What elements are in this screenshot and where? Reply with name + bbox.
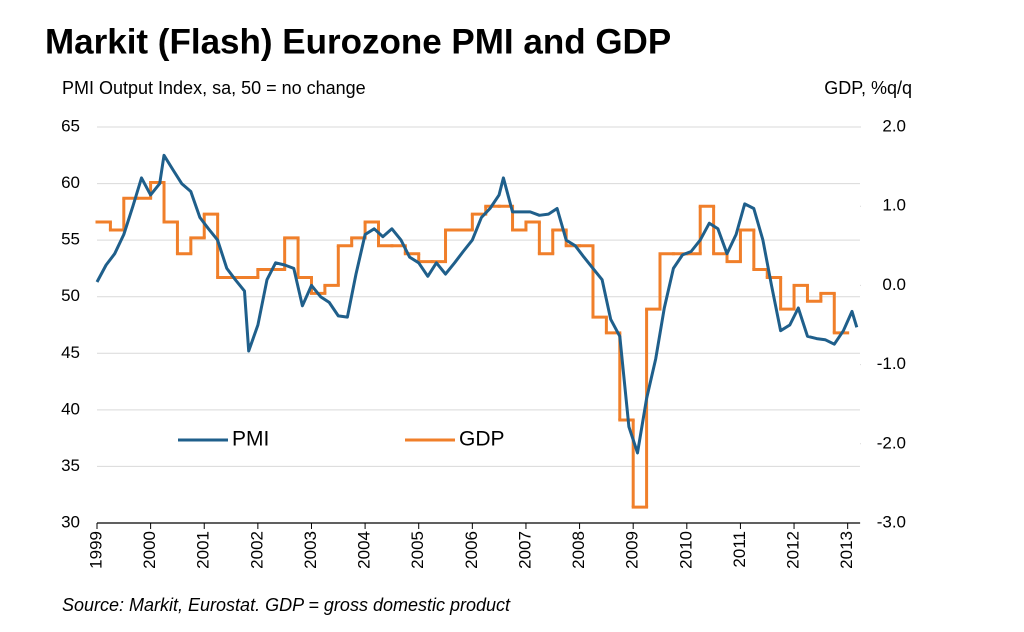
legend-label: GDP	[459, 428, 505, 451]
y-tick-label: 50	[61, 286, 80, 305]
y2-tick-label: 1.0	[882, 196, 906, 215]
legend-label: PMI	[232, 428, 269, 451]
y-tick-label: 40	[61, 399, 80, 418]
x-tick-label: 2008	[569, 531, 588, 569]
x-tick-label: 2009	[623, 531, 642, 569]
x-tick-label: 2007	[515, 531, 534, 569]
x-tick-label: 2004	[355, 531, 374, 569]
y-tick-label: 60	[61, 173, 80, 192]
x-tick-label: 2003	[301, 531, 320, 569]
x-tick-label: 2001	[194, 531, 213, 569]
y-tick-label: 65	[61, 116, 80, 135]
y-tick-label: 55	[61, 230, 80, 249]
y2-tick-label: -1.0	[877, 354, 906, 373]
x-tick-label: 2012	[784, 531, 803, 569]
y2-tick-label: -3.0	[877, 512, 906, 531]
x-tick-label: 2011	[730, 531, 749, 568]
series-line	[95, 153, 859, 455]
x-tick-label: 1999	[86, 531, 105, 569]
y-axis-label: PMI Output Index, sa, 50 = no change	[62, 78, 366, 98]
x-tick-label: 2002	[247, 531, 266, 569]
y2-tick-label: 2.0	[882, 116, 906, 135]
x-tick-label: 2010	[676, 531, 695, 569]
x-tick-label: 2005	[408, 531, 427, 569]
y-tick-label: 30	[61, 512, 80, 531]
y-tick-label: 45	[61, 343, 80, 362]
x-tick-label: 2000	[140, 531, 159, 569]
source-note: Source: Markit, Eurostat. GDP = gross do…	[62, 595, 511, 615]
x-tick-label: 2013	[837, 531, 856, 569]
chart-title: Markit (Flash) Eurozone PMI and GDP	[45, 22, 671, 61]
y2-tick-label: 0.0	[882, 275, 906, 294]
y2-axis-label: GDP, %q/q	[824, 78, 912, 98]
y-tick-label: 35	[61, 456, 80, 475]
y2-tick-label: -2.0	[877, 433, 906, 452]
x-tick-label: 2006	[462, 531, 481, 569]
